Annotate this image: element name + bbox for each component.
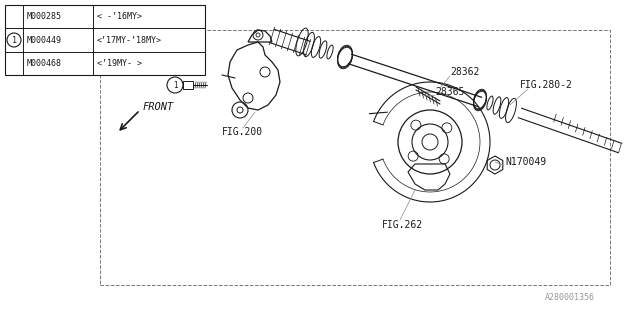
Text: 1: 1 bbox=[12, 36, 17, 44]
Bar bbox=[5, 5, 205, 75]
Text: M000285: M000285 bbox=[27, 12, 62, 21]
Text: M000449: M000449 bbox=[27, 36, 62, 44]
Text: FRONT: FRONT bbox=[143, 102, 174, 112]
Text: 28365: 28365 bbox=[435, 87, 465, 97]
Text: <’17MY-’18MY>: <’17MY-’18MY> bbox=[97, 36, 162, 44]
Text: N170049: N170049 bbox=[505, 157, 546, 167]
Text: FIG.262: FIG.262 bbox=[382, 220, 423, 230]
Text: <’19MY- >: <’19MY- > bbox=[97, 59, 142, 68]
Text: M000468: M000468 bbox=[27, 59, 62, 68]
Text: 1: 1 bbox=[173, 81, 177, 90]
Text: FIG.280-2: FIG.280-2 bbox=[520, 80, 573, 90]
Text: 28362: 28362 bbox=[450, 67, 479, 77]
Text: < -’16MY>: < -’16MY> bbox=[97, 12, 142, 21]
Text: A280001356: A280001356 bbox=[545, 293, 595, 302]
Bar bbox=[183, 81, 193, 89]
Text: FIG.200: FIG.200 bbox=[222, 127, 263, 137]
